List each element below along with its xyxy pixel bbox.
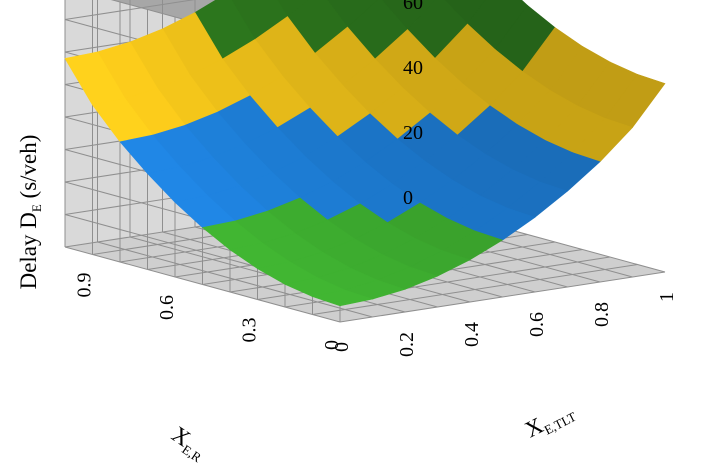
y-tick-label: 0.6 [156, 295, 178, 320]
y-tick-label: 0.9 [74, 273, 96, 298]
z-tick-label: 60 [403, 0, 423, 14]
x-tick-label: 0 [331, 342, 353, 352]
surface-facet [311, 289, 374, 307]
z-tick-label: 20 [403, 122, 423, 144]
gridline [64, 0, 196, 20]
y-axis-title: XE,R [166, 421, 212, 465]
x-tick-label: 0.8 [591, 302, 613, 327]
x-tick-label: 0.2 [396, 332, 418, 357]
x-tick-label: 0.4 [461, 322, 483, 347]
x-tick-label: 0.6 [526, 312, 548, 337]
x-axis-title: XE,TLT [521, 397, 579, 445]
surface-plot [64, 0, 666, 307]
x-tick-label: 1 [656, 292, 678, 302]
z-axis-title: Delay DE (s/veh) [16, 135, 44, 290]
y-tick-label: 0.3 [239, 318, 261, 343]
y-tick-label: 0 [321, 340, 343, 350]
z-tick-label: 40 [403, 57, 423, 79]
z-tick-label: 0 [403, 187, 413, 209]
